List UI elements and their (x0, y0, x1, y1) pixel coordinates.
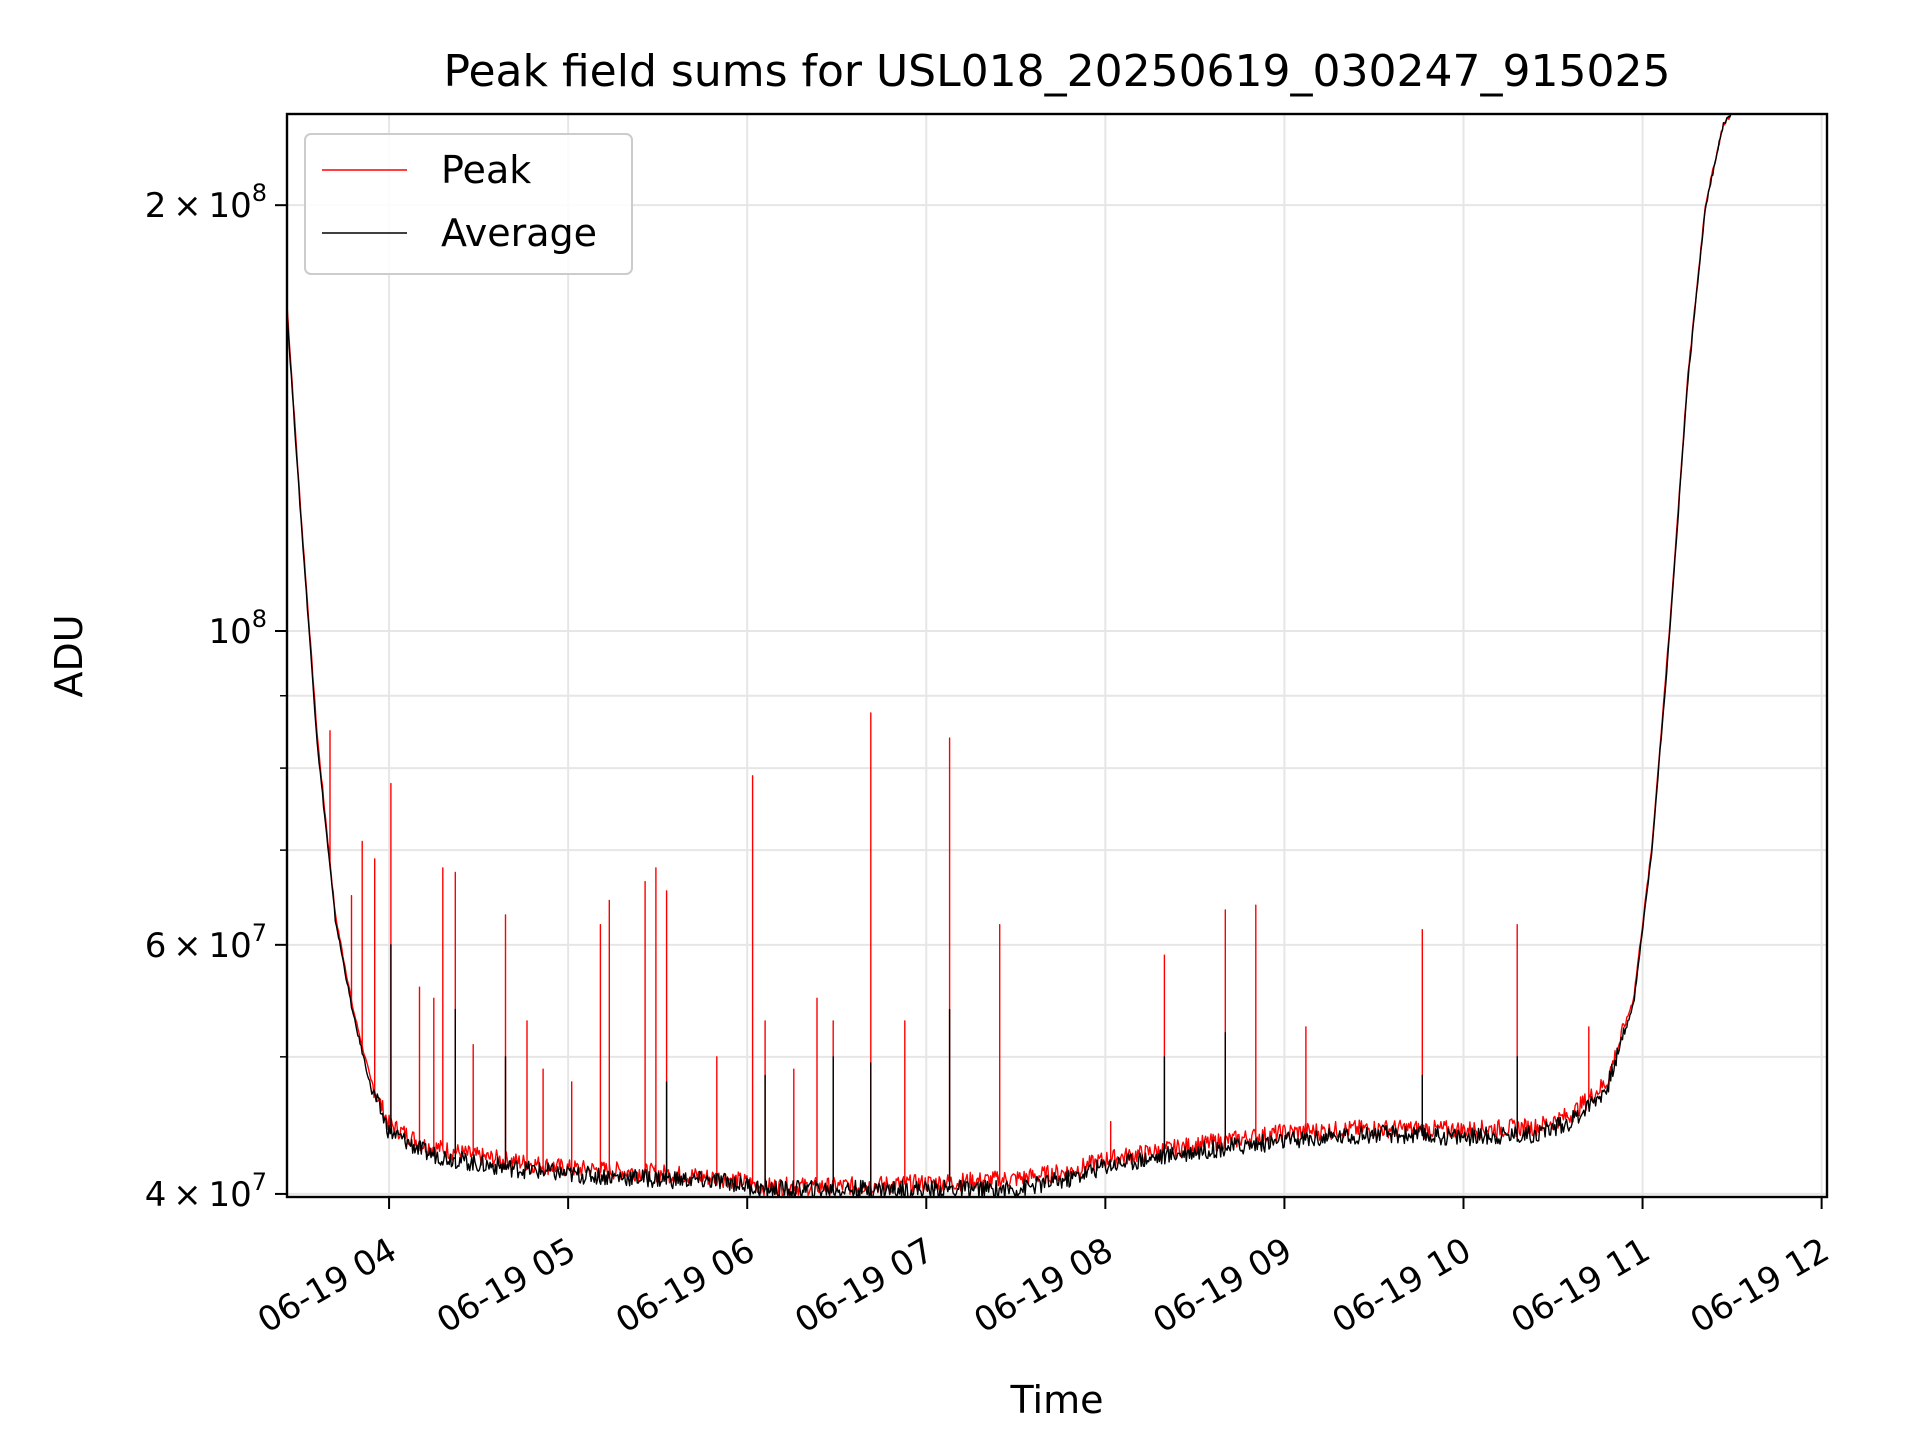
gridlines (287, 114, 1827, 1197)
legend-box (304, 133, 633, 275)
y-tick-label: 2 × 108 (145, 179, 267, 226)
plot-frame (285, 112, 1829, 1199)
legend-label-peak: Peak (441, 148, 531, 192)
series-line-average (287, 114, 1733, 1197)
y-tick-label: 4 × 107 (145, 1168, 267, 1215)
y-axis: 4 × 107 6 × 107 108 2 × 108 (145, 179, 287, 1215)
legend-label-average: Average (441, 211, 597, 255)
y-axis-label: ADU (47, 614, 91, 697)
chart-title: Peak field sums for USL018_20250619_0302… (444, 46, 1671, 97)
y-tick-label: 6 × 107 (145, 919, 267, 966)
legend: Peak Average (304, 133, 633, 275)
y-tick-label: 108 (208, 605, 267, 652)
series-layer (287, 114, 1733, 1197)
x-axis-label: Time (1010, 1378, 1104, 1422)
